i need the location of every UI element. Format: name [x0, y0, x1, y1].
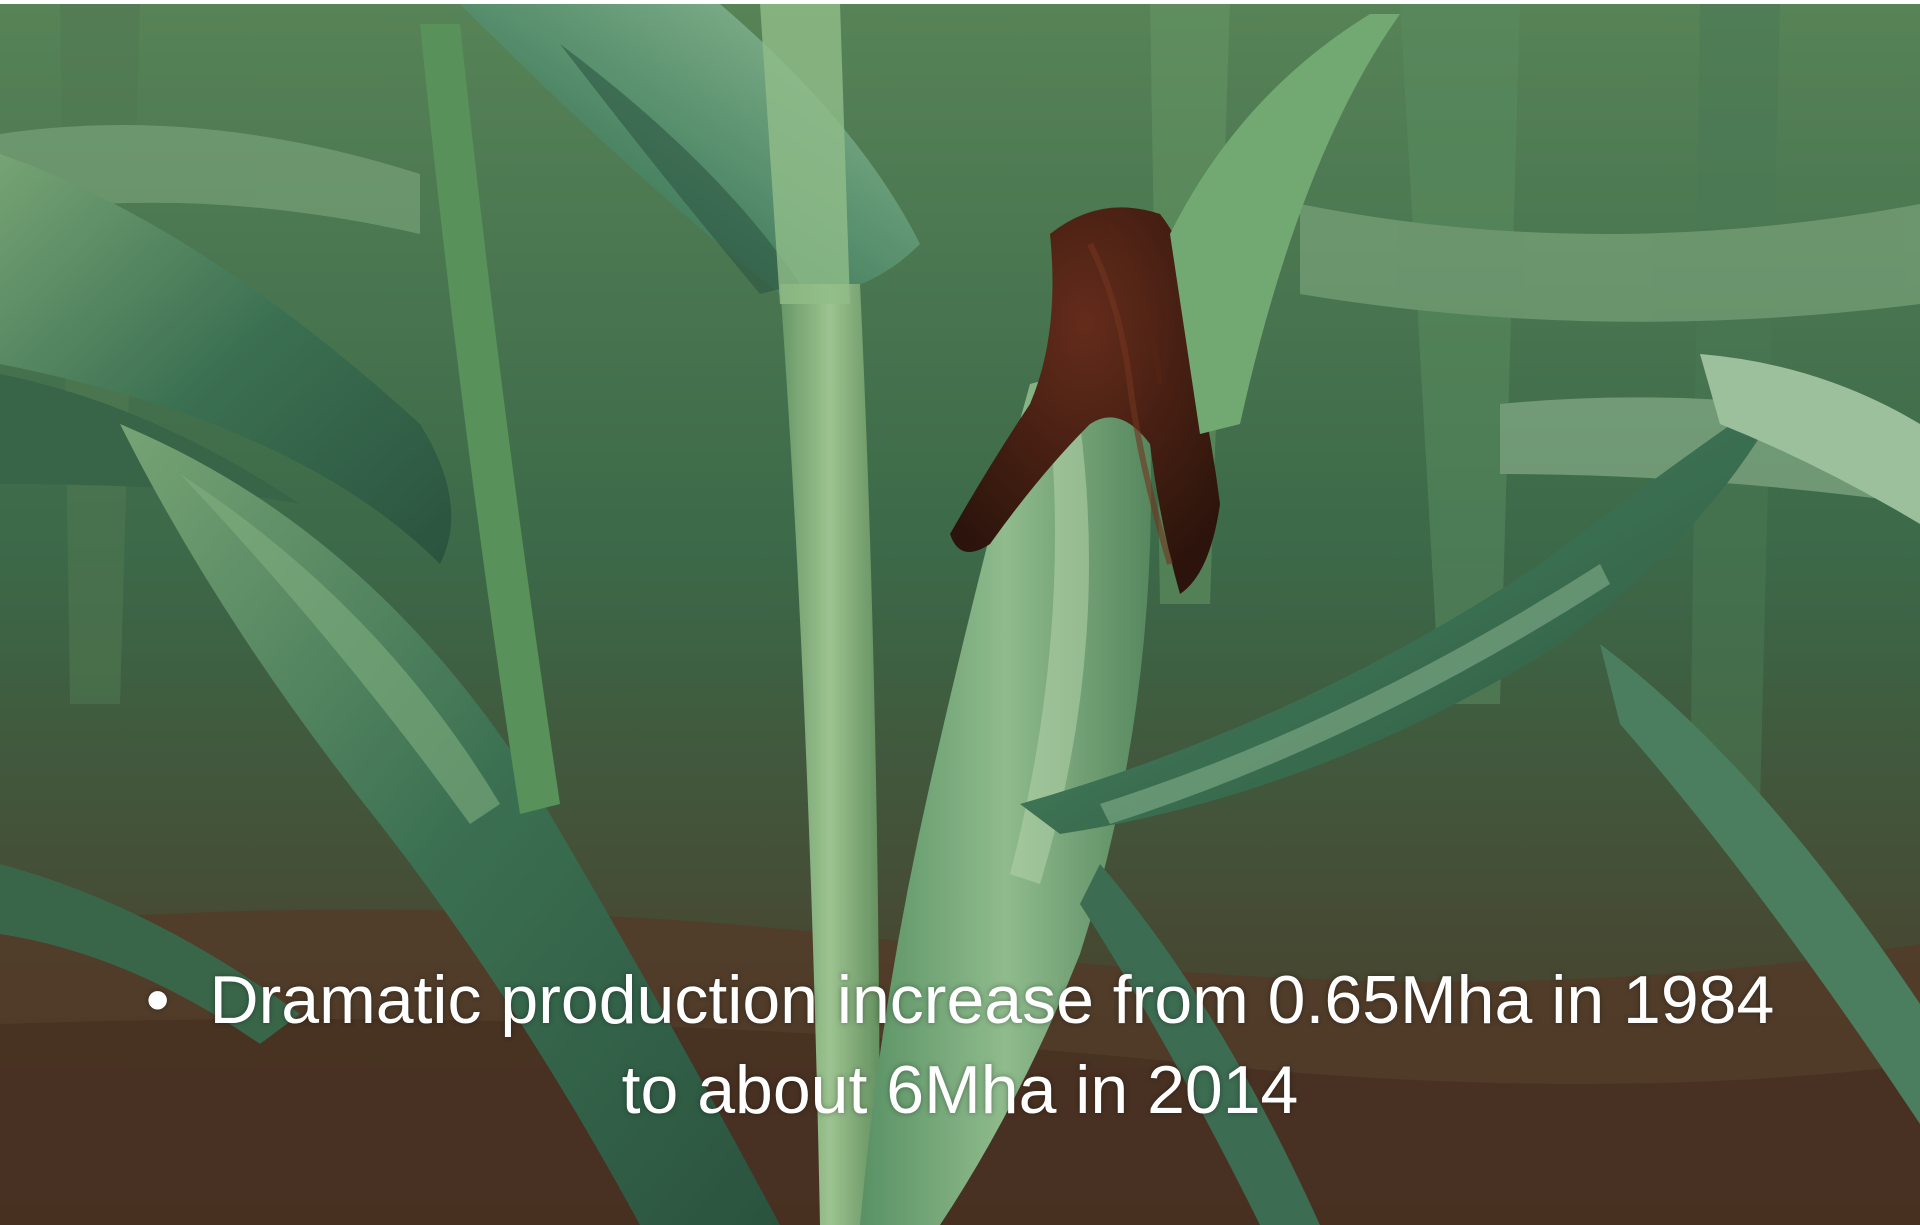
caption-text-1: Dramatic production increase from 0.65Mh…	[209, 962, 1775, 1038]
caption-line-2: to about 6Mha in 2014	[621, 1052, 1299, 1128]
bullet-caption: • Dramatic production increase from 0.65M…	[0, 955, 1920, 1135]
caption-line-1: • Dramatic production increase from 0.65M…	[0, 955, 1920, 1045]
corn-field-photo	[0, 4, 1920, 1225]
bullet-icon: •	[145, 962, 170, 1038]
corn-field-illustration	[0, 4, 1920, 1225]
